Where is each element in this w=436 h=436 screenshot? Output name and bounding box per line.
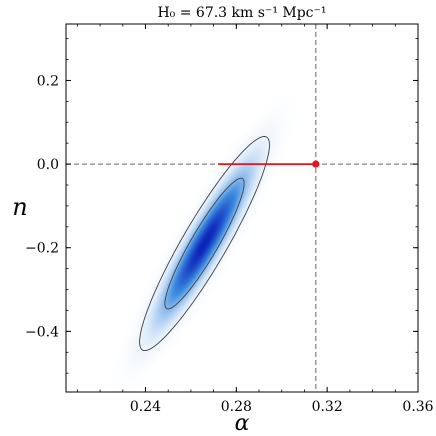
contour-lines — [139, 136, 270, 352]
y-tick-label: 0.0 — [37, 157, 59, 173]
y-tick-label: −0.2 — [25, 241, 59, 257]
density-map — [66, 24, 418, 392]
chart-title: H₀ = 67.3 km s⁻¹ Mpc⁻¹ — [157, 5, 326, 21]
x-tick-label: 0.32 — [312, 399, 343, 415]
x-tick-label: 0.36 — [402, 399, 433, 415]
plot-frame — [65, 23, 419, 393]
contour-95-line — [139, 136, 270, 352]
x-tick-label: 0.24 — [130, 399, 161, 415]
x-axis-label: α — [235, 411, 250, 436]
y-tick-label: 0.2 — [37, 73, 59, 89]
y-tick-label: −0.4 — [25, 324, 59, 340]
y-axis-label: n — [12, 193, 27, 221]
reference-lines — [66, 24, 418, 392]
density-image — [66, 24, 418, 392]
marker-point — [312, 160, 320, 168]
axis-ticks: 0.24 0.28 0.32 0.36 −0.4 −0.2 0.0 0.2 — [25, 24, 434, 415]
x-tick-label: 0.28 — [221, 399, 252, 415]
contour-68-line — [164, 177, 245, 310]
